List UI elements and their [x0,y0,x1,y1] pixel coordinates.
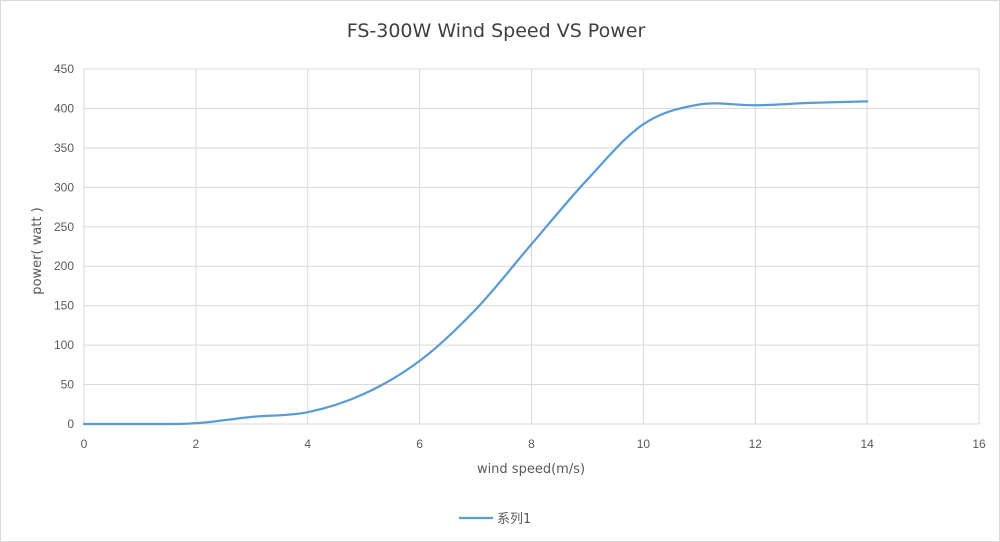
x-tick-label: 12 [749,437,763,451]
y-tick-label: 350 [54,141,74,155]
y-tick-label: 400 [54,101,74,115]
x-tick-label: 0 [81,437,88,451]
x-tick-label: 10 [637,437,651,451]
y-tick-label: 450 [54,62,74,76]
x-tick-labels: 0 2 4 6 8 10 12 14 16 [81,437,986,451]
x-tick-label: 4 [304,437,311,451]
legend: 系列1 [459,512,531,527]
x-axis-label: wind speed(m/s) [477,462,585,477]
x-tick-label: 16 [972,437,986,451]
series-line-系列1 [82,100,869,426]
y-tick-label: 0 [67,417,74,431]
y-tick-label: 300 [54,180,74,194]
y-tick-label: 50 [61,378,75,392]
x-tick-label: 14 [860,437,874,451]
y-tick-label: 100 [54,338,74,352]
legend-label: 系列1 [497,512,531,527]
y-tick-label: 250 [54,220,74,234]
y-tick-label: 150 [54,299,74,313]
y-axis-label: power( watt ) [30,207,45,294]
x-tick-label: 2 [193,437,200,451]
x-tick-label: 6 [416,437,423,451]
x-tick-label: 8 [528,437,535,451]
y-tick-labels: 0 50 100 150 200 250 300 350 400 450 [54,62,74,431]
y-tick-label: 200 [54,259,74,273]
chart-title: FS-300W Wind Speed VS Power [347,20,646,42]
grid-lines [83,68,980,425]
